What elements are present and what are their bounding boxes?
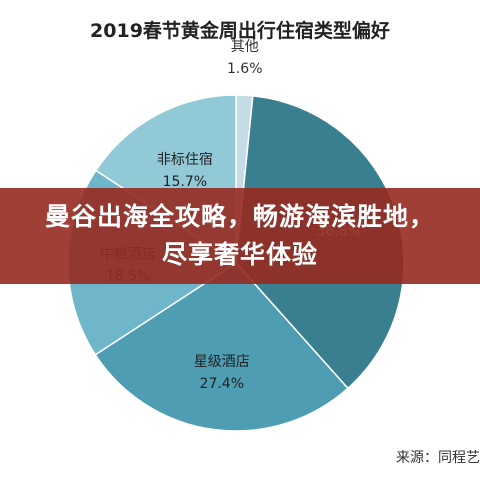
pie-slice-label: 非标住宿 <box>157 151 213 168</box>
chart-title: 2019春节黄金周出行住宿类型偏好 <box>90 20 390 42</box>
banner-headline: 曼谷出海全攻略，畅游海滨胜地，尽享奢华体验 <box>44 202 435 269</box>
pie-slice <box>94 262 349 432</box>
chart-source-note: 来源：同程艺 <box>396 450 480 466</box>
pie-slice-label: 星级酒店 <box>194 354 250 370</box>
promo-banner: 曼谷出海全攻略，畅游海滨胜地，尽享奢华体验 <box>0 188 480 284</box>
pie-slice-value-label: 1.6% <box>227 61 263 77</box>
pie-slice-label: 其他 <box>231 39 259 55</box>
pie-slice-value-label: 15.7% <box>163 174 207 190</box>
pie-slice-value-label: 27.4% <box>200 376 244 392</box>
